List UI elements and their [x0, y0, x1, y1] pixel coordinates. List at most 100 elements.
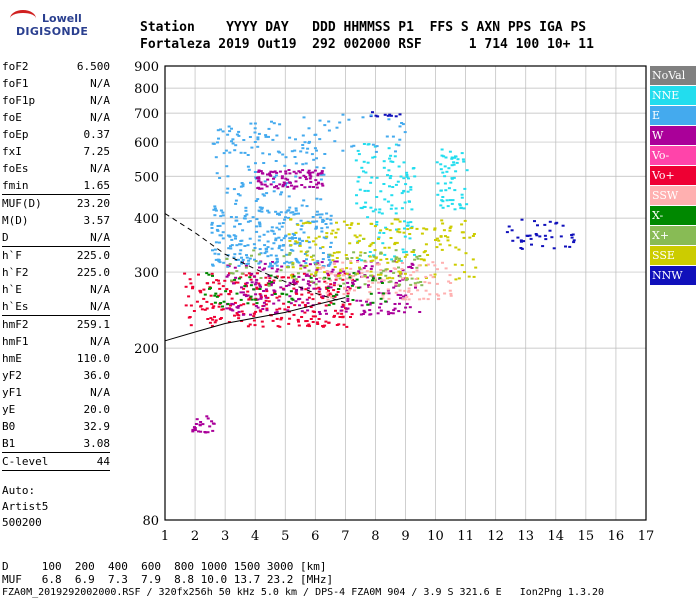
echo-point-nnw	[516, 236, 520, 239]
param-name: hmF1	[2, 335, 29, 348]
echo-point-w	[308, 263, 312, 266]
echo-point-e	[321, 258, 325, 261]
echo-point-sse	[371, 259, 375, 262]
echo-point-sse	[415, 227, 419, 230]
echo-point-w	[401, 278, 405, 281]
echo-point-nne	[403, 201, 407, 204]
echo-point-sse	[290, 276, 294, 279]
echo-point-vo-	[252, 315, 256, 318]
echo-point-w	[315, 278, 318, 280]
echo-point-e	[299, 219, 303, 222]
echo-point-sse	[345, 267, 349, 270]
echo-point-w	[308, 177, 312, 180]
echo-point-sse	[350, 222, 354, 225]
echo-point-e	[291, 232, 295, 235]
echo-point-w	[260, 183, 264, 186]
echo-point-e	[308, 246, 312, 249]
echo-point-e	[214, 258, 218, 261]
echo-point-sse	[356, 241, 359, 244]
echo-point-e	[299, 228, 303, 231]
echo-point-ssw	[376, 288, 380, 290]
echo-point-ssw	[381, 294, 385, 297]
echo-point-w	[258, 266, 261, 269]
param-row-h-f2: h`F2 225.0	[2, 264, 110, 281]
echo-point-x-	[415, 266, 419, 269]
x-tick-label: 4	[251, 529, 259, 544]
echo-point-e	[314, 225, 318, 228]
logo-text-lowell: Lowell	[42, 12, 82, 25]
echo-point-vo-	[210, 272, 214, 275]
echo-point-w	[321, 184, 325, 187]
echo-point-w	[380, 280, 384, 283]
echo-point-e	[210, 231, 214, 234]
echo-point-w	[300, 310, 304, 313]
echo-point-w	[320, 261, 324, 264]
echo-point-e	[238, 252, 242, 255]
echo-point-e	[222, 261, 226, 264]
echo-point-sse	[325, 232, 329, 235]
echo-point-e	[269, 262, 272, 265]
echo-point-e	[327, 264, 331, 267]
echo-point-sse	[362, 237, 366, 240]
echo-point-e	[278, 245, 282, 248]
echo-point-nnw	[533, 220, 536, 223]
echo-point-e	[245, 213, 249, 216]
echo-point-e	[279, 211, 283, 214]
echo-point-e	[263, 244, 267, 247]
echo-point-vo-	[292, 313, 296, 316]
echo-point-ssw	[424, 289, 428, 292]
echo-point-x-	[392, 271, 396, 274]
echo-point-sse	[371, 242, 375, 244]
echo-point-x-	[326, 287, 330, 289]
echo-point-w	[259, 170, 263, 173]
param-name: hmE	[2, 352, 22, 365]
echo-point-nne	[388, 185, 391, 188]
echo-point-ssw	[435, 282, 439, 285]
echo-point-nne	[400, 207, 404, 210]
echo-point-sse	[335, 221, 338, 224]
echo-point-nnw	[544, 238, 548, 241]
echo-point-e	[274, 174, 278, 177]
echo-point-sse	[357, 239, 361, 242]
echo-point-vo-	[229, 290, 233, 293]
echo-point-x-	[334, 293, 338, 296]
echo-point-sse	[424, 277, 428, 279]
echo-point-w	[345, 307, 349, 310]
echo-point-e	[213, 248, 217, 251]
echo-point-nnw	[519, 247, 523, 249]
echo-point-ssw	[437, 294, 440, 297]
echo-point-e	[258, 206, 262, 209]
param-value: 0.37	[83, 128, 111, 141]
echo-point-sse	[289, 274, 293, 277]
y-tick-label: 600	[134, 136, 159, 151]
echo-point-w	[399, 297, 402, 300]
echo-point-e	[333, 140, 337, 143]
echo-point-x-	[287, 266, 290, 269]
echo-point-vo-	[302, 272, 306, 275]
param-row-fxi: fxI 7.25	[2, 143, 110, 160]
echo-point-nnw	[394, 115, 398, 118]
param-separator	[2, 194, 110, 195]
echo-point-e	[276, 213, 279, 216]
echo-point-e	[327, 258, 331, 261]
echo-point-w	[288, 172, 292, 175]
echo-point-w	[393, 303, 397, 305]
echo-point-x-	[221, 305, 224, 308]
echo-point-w	[368, 309, 372, 312]
echo-point-sse	[355, 236, 359, 239]
echo-point-w	[362, 267, 366, 270]
echo-point-x-	[269, 274, 273, 277]
echo-point-vo-	[305, 320, 309, 322]
echo-point-w	[241, 313, 245, 316]
echo-point-sse	[291, 266, 295, 269]
echo-point-vo-	[280, 276, 284, 279]
echo-point-e	[290, 236, 294, 239]
echo-point-ssw	[400, 268, 404, 270]
echo-point-w	[303, 186, 307, 189]
param-value: 23.20	[76, 197, 110, 210]
echo-point-ssw	[410, 293, 413, 295]
echo-point-e	[264, 134, 268, 137]
echo-point-sse	[289, 218, 293, 221]
echo-point-ssw	[384, 269, 387, 272]
echo-point-x-	[357, 286, 361, 289]
